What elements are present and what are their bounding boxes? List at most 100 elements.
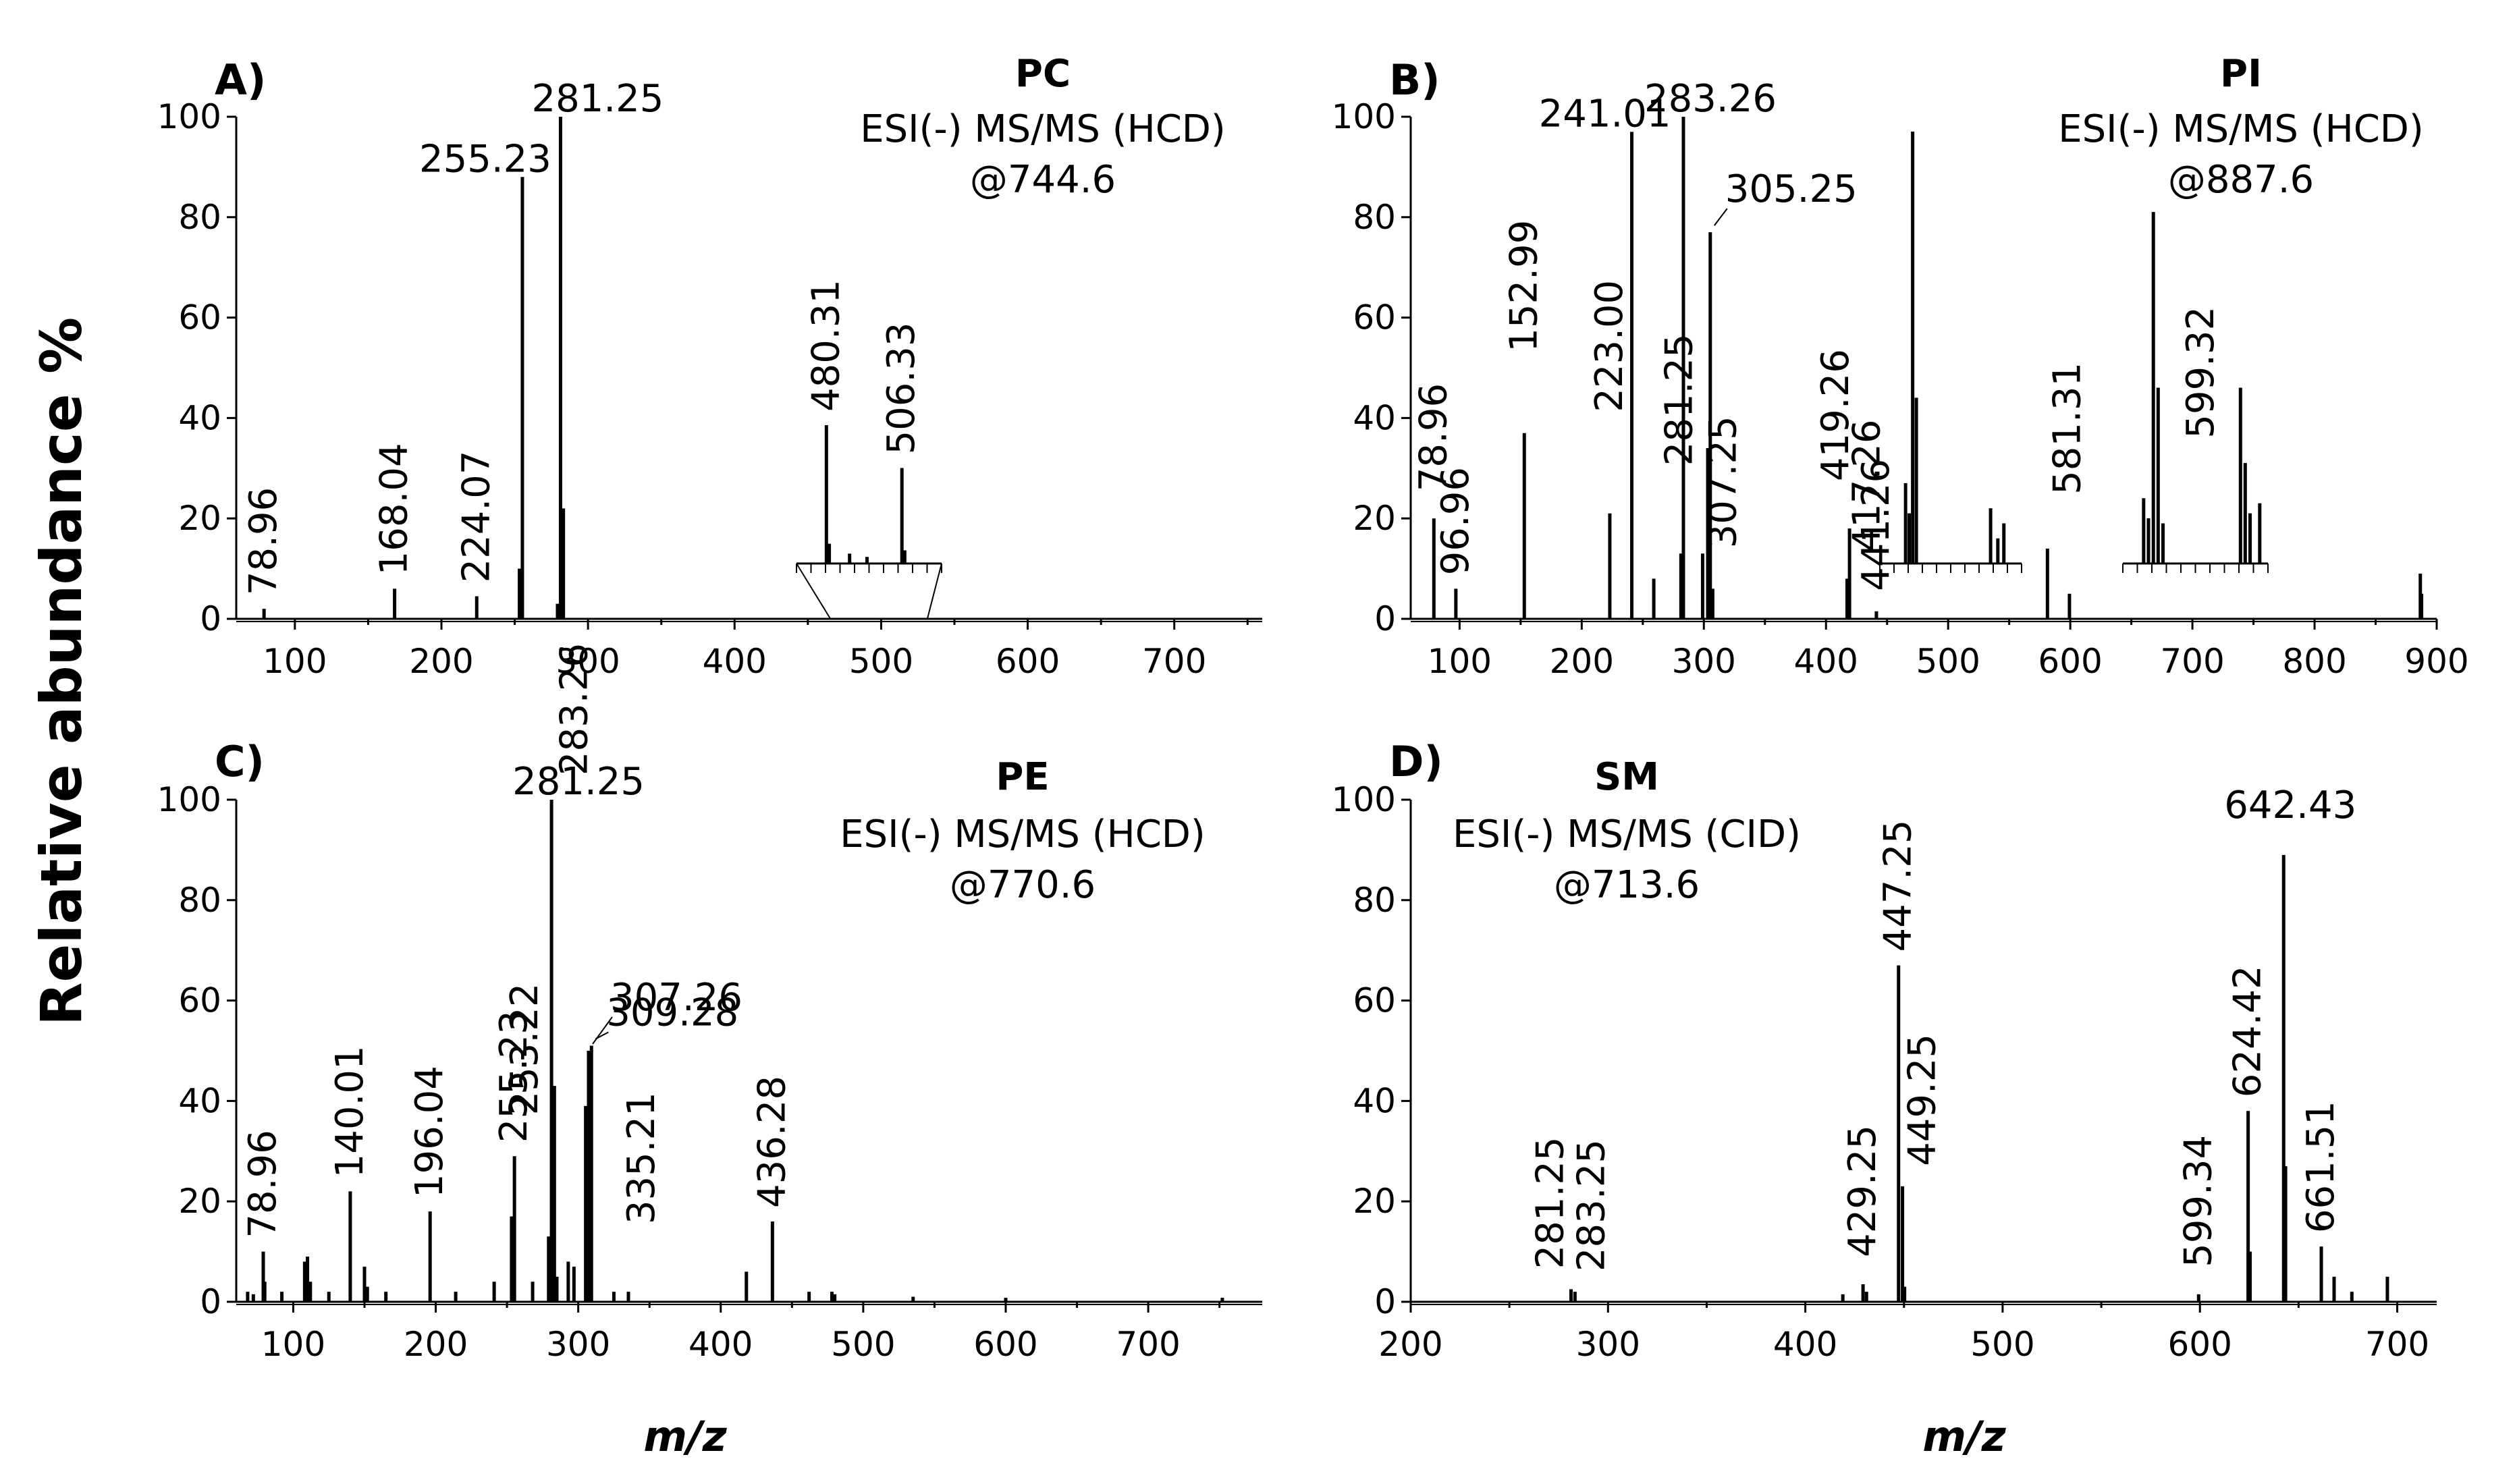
x-tick-label: 300	[1672, 642, 1736, 681]
peak-label: 624.42	[2226, 965, 2270, 1097]
peak-label: 281.25	[1657, 333, 1701, 466]
y-tick-label: 60	[178, 981, 221, 1020]
y-tick-label: 100	[157, 780, 221, 819]
peak-label: 449.25	[1901, 1034, 1945, 1166]
peak-label: 78.96	[1411, 383, 1455, 491]
x-tick-label: 500	[849, 642, 913, 681]
x-tick-label: 300	[546, 1325, 610, 1364]
x-tick-label: 500	[1916, 642, 1980, 681]
x-tick-label: 600	[2038, 642, 2102, 681]
y-tick-label: 0	[1374, 599, 1396, 638]
x-tick-label: 600	[973, 1325, 1037, 1364]
panel-C: 0 20 40 60 80 100 100 200 300 400 500 600 700 C) PE ESI…	[157, 643, 1262, 1364]
zoom-inset	[1879, 132, 2022, 573]
peak-label: 281.25	[531, 77, 664, 121]
peak-label: 599.32	[2179, 306, 2223, 439]
peak-label: 196.04	[408, 1066, 452, 1198]
peak-label: 241.01	[1539, 92, 1671, 136]
leader-line	[595, 1031, 609, 1040]
peak-label: 307.26	[610, 976, 742, 1020]
x-tick-label: 700	[2365, 1325, 2429, 1364]
y-axis-label: Relative abundance %	[28, 317, 94, 1026]
inset-connector	[796, 563, 832, 620]
peak-label: 419.26	[1814, 349, 1858, 481]
y-tick-label: 100	[157, 97, 221, 136]
y-tick-label: 20	[1353, 499, 1396, 538]
peak-label: 335.21	[620, 1092, 664, 1224]
precursor-label: @887.6	[2168, 158, 2314, 202]
peak-label: 152.99	[1502, 220, 1546, 352]
method-label: ESI(-) MS/MS (HCD)	[2058, 107, 2424, 151]
x-tick-label: 700	[2160, 642, 2224, 681]
y-tick-label: 40	[1353, 398, 1396, 437]
peak-label: 283.26	[552, 643, 596, 775]
y-tick-label: 60	[1353, 298, 1396, 337]
peak-label: 283.25	[1569, 1139, 1613, 1271]
peak-label: 307.25	[1701, 416, 1745, 548]
x-tick-label: 100	[263, 642, 327, 681]
zoom-inset: 480.31 506.33	[796, 279, 942, 620]
peak-label: 78.96	[242, 487, 286, 595]
peak-label: 281.25	[1529, 1136, 1573, 1269]
x-tick-label: 200	[404, 1325, 468, 1364]
peak-label: 599.34	[2176, 1135, 2220, 1267]
y-tick-label: 20	[178, 1182, 221, 1221]
y-tick-label: 80	[1353, 881, 1396, 920]
peak-label: 96.96	[1434, 467, 1478, 575]
peak-label: 309.28	[606, 991, 738, 1035]
x-tick-label: 800	[2282, 642, 2346, 681]
y-tick-label: 0	[200, 1282, 221, 1321]
peak-label: 447.25	[1876, 820, 1920, 952]
precursor-label: @744.6	[970, 158, 1116, 202]
x-tick-label: 100	[261, 1325, 325, 1364]
y-tick-label: 40	[178, 1081, 221, 1120]
peak-label: 255.23	[492, 1010, 536, 1143]
peak-label: 436.28	[750, 1076, 794, 1208]
x-tick-label: 700	[1142, 642, 1206, 681]
y-tick-label: 80	[178, 198, 221, 237]
panel-D: 0 20 40 60 80 100 200 300 400 500 600 700 D) SM ESI(-)…	[1332, 737, 2437, 1364]
lipid-class-label: PI	[2220, 52, 2262, 96]
x-tick-label: 400	[1773, 1325, 1837, 1364]
panel-label: D)	[1389, 737, 1443, 786]
panel-label: C)	[215, 737, 265, 786]
x-tick-label: 200	[1550, 642, 1614, 681]
panel-label: B)	[1389, 55, 1440, 105]
peak-label: 506.33	[880, 322, 923, 454]
peak-label: 253.22	[503, 983, 547, 1116]
leader-line	[1713, 208, 1728, 226]
y-tick-label: 20	[1353, 1182, 1396, 1221]
x-tick-label: 400	[703, 642, 767, 681]
panel-B: 0 20 40 60 80 100 100 200 300 400 500 600 700 800 900 B…	[1332, 52, 2469, 681]
zoom-inset	[2122, 212, 2269, 573]
peak-label: 78.96	[241, 1130, 285, 1238]
peak-label: 581.31	[2045, 362, 2089, 495]
y-tick-label: 60	[1353, 981, 1396, 1020]
panel-label: A)	[215, 55, 266, 105]
x-tick-label: 200	[1378, 1325, 1442, 1364]
x-tick-label: 400	[1794, 642, 1858, 681]
x-tick-label: 300	[1576, 1325, 1640, 1364]
x-tick-label: 600	[996, 642, 1060, 681]
inset-connector	[926, 563, 942, 620]
lipid-class-label: SM	[1594, 755, 1659, 799]
y-tick-label: 80	[178, 881, 221, 920]
peak-label: 417.26	[1845, 420, 1889, 552]
peak-label: 140.01	[328, 1045, 372, 1178]
x-tick-label: 900	[2404, 642, 2468, 681]
x-tick-label: 700	[1116, 1325, 1180, 1364]
peak-label: 168.04	[373, 443, 416, 575]
x-tick-label: 300	[556, 642, 620, 681]
lipid-class-label: PE	[996, 755, 1049, 799]
x-tick-label: 600	[2168, 1325, 2232, 1364]
peak-label: 223.00	[1588, 280, 1631, 412]
y-tick-label: 0	[200, 599, 221, 638]
method-label: ESI(-) MS/MS (CID)	[1453, 813, 1801, 856]
y-tick-label: 100	[1332, 780, 1396, 819]
x-tick-label: 200	[409, 642, 473, 681]
peak-label: 429.25	[1841, 1125, 1885, 1257]
y-tick-label: 40	[1353, 1081, 1396, 1120]
lipid-class-label: PC	[1015, 52, 1071, 96]
y-tick-label: 100	[1332, 97, 1396, 136]
